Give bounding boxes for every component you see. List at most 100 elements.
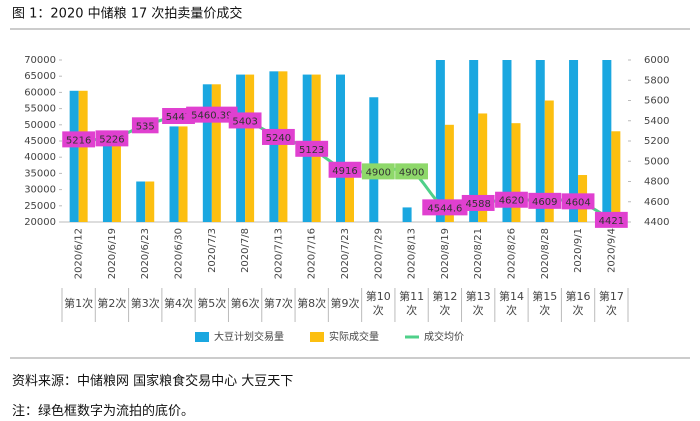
- round-label: 第15次: [532, 290, 558, 317]
- bar: [602, 60, 612, 222]
- x-tick-label: 2020/7/29: [373, 228, 384, 279]
- bar: [345, 163, 354, 222]
- bar: [511, 123, 521, 222]
- data-label-box: [361, 163, 395, 180]
- bar: [69, 90, 79, 222]
- bar: [278, 71, 288, 222]
- y2-tick-label: 5600: [644, 96, 669, 107]
- legend-label: 大豆计划交易量: [214, 330, 284, 343]
- data-label: 5447: [166, 112, 191, 123]
- y-tick-label: 70000: [24, 55, 56, 66]
- x-tick-label: 2020/8/13: [407, 228, 418, 279]
- x-tick-label: 2020/6/19: [107, 228, 118, 279]
- legend-label: 成交均价: [424, 330, 464, 343]
- y-tick-label: 60000: [24, 87, 56, 98]
- chart-title: 图 1：2020 中储粮 17 次拍卖量价成交: [12, 6, 242, 22]
- round-label: 第14次: [498, 290, 524, 317]
- bar: [236, 74, 246, 222]
- bar: [78, 90, 88, 222]
- bar: [211, 84, 221, 222]
- x-tick-label: 2020/7/8: [240, 228, 251, 273]
- legend-label: 实际成交量: [329, 330, 379, 343]
- round-label: 第9次: [330, 297, 360, 310]
- round-label: 第2次: [97, 297, 127, 310]
- data-label: 4916: [332, 166, 357, 177]
- round-label: 第13次: [465, 290, 491, 317]
- x-tick-label: 2020/7/13: [273, 228, 284, 279]
- data-label: 4604: [565, 197, 590, 208]
- data-label: 4544.6: [427, 203, 462, 214]
- bar: [102, 132, 112, 222]
- round-label: 第5次: [197, 297, 227, 310]
- bar: [402, 207, 412, 222]
- source: 资料来源：中储粮网 国家粮食交易中心 大豆天下: [12, 374, 294, 389]
- y2-tick-label: 5400: [644, 116, 669, 127]
- data-label-box: [186, 106, 238, 123]
- y-tick-label: 30000: [24, 185, 56, 196]
- data-label: 5216: [66, 135, 91, 146]
- y2-tick-label: 4400: [644, 217, 669, 228]
- data-label-box: [495, 191, 528, 208]
- bar: [178, 126, 188, 222]
- data-label: 4421: [599, 216, 624, 227]
- bar: [336, 74, 345, 222]
- y-tick-label: 45000: [24, 136, 56, 147]
- data-label: 5226: [99, 134, 124, 145]
- round-label: 第7次: [263, 297, 293, 310]
- data-label: 5123: [299, 145, 324, 156]
- bar: [245, 74, 255, 222]
- bar: [502, 60, 512, 222]
- y2-tick-label: 5000: [644, 156, 669, 167]
- y-tick-label: 35000: [24, 168, 56, 179]
- x-tick-label: 2020/9/4: [606, 228, 617, 273]
- bar: [535, 60, 545, 222]
- y2-tick-label: 5200: [644, 136, 669, 147]
- bar: [369, 97, 379, 222]
- y-tick-label: 25000: [24, 201, 56, 212]
- data-label-box: [561, 193, 595, 210]
- data-label-box: [594, 211, 628, 228]
- data-label: 5460.39: [191, 111, 232, 122]
- round-label: 第8次: [297, 297, 327, 310]
- data-label-box: [461, 194, 495, 211]
- y2-tick-label: 6000: [644, 55, 669, 66]
- data-label: 535: [136, 121, 155, 132]
- bar: [269, 71, 279, 222]
- x-tick-label: 2020/7/3: [207, 228, 218, 273]
- bar: [145, 181, 155, 222]
- data-label: 5403: [232, 116, 257, 127]
- data-label-box: [228, 112, 262, 129]
- bar: [444, 124, 454, 222]
- data-label: 4588: [465, 199, 490, 210]
- y-tick-label: 55000: [24, 104, 56, 115]
- x-tick-label: 2020/8/21: [473, 228, 484, 279]
- x-tick-label: 2020/7/23: [340, 228, 351, 279]
- x-tick-label: 2020/9/1: [573, 228, 584, 273]
- data-label-box: [528, 192, 562, 209]
- bar: [469, 60, 479, 222]
- y2-tick-label: 4600: [644, 197, 669, 208]
- bar: [202, 84, 212, 222]
- y-tick-label: 65000: [24, 71, 56, 82]
- data-label: 4609: [532, 197, 557, 208]
- round-label: 第1次: [64, 297, 94, 310]
- bar: [136, 181, 146, 222]
- y-tick-label: 40000: [24, 152, 56, 163]
- data-label-box: [62, 131, 96, 148]
- data-label-box: [295, 140, 329, 157]
- bar: [478, 113, 488, 222]
- bar: [111, 132, 121, 222]
- bar: [611, 131, 621, 222]
- round-label: 第11次: [399, 290, 425, 317]
- x-tick-label: 2020/8/28: [540, 228, 551, 279]
- note: 注：绿色框数字为流拍的底价。: [12, 404, 195, 419]
- round-label: 第16次: [565, 290, 591, 317]
- data-label: 5240: [266, 133, 291, 144]
- data-label: 4620: [499, 196, 524, 207]
- y-tick-label: 20000: [24, 217, 56, 228]
- data-label-box: [395, 163, 428, 180]
- x-tick-label: 2020/6/12: [74, 228, 85, 279]
- x-tick-label: 2020/6/23: [140, 228, 151, 279]
